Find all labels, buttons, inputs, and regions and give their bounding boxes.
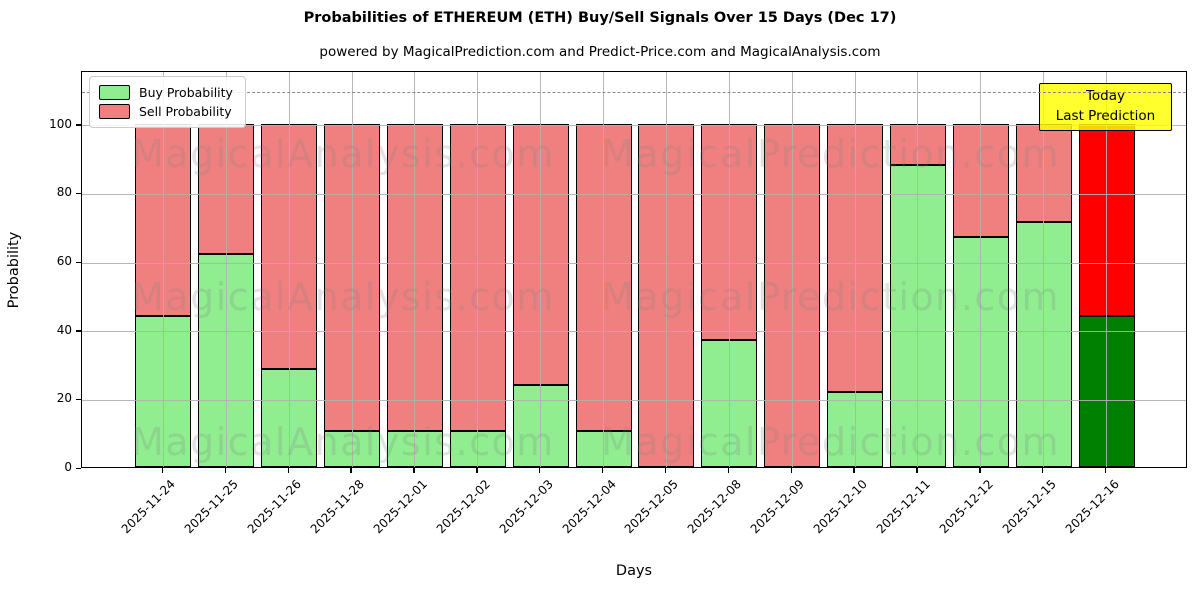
- watermark-text: MagicalAnalysis.com: [131, 132, 555, 176]
- y-tick-label: 0: [64, 460, 72, 474]
- vertical-gridline: [917, 72, 919, 467]
- y-tick: [76, 124, 81, 126]
- x-tick-label: 2025-11-25: [181, 477, 242, 537]
- vertical-gridline: [980, 72, 982, 467]
- chart-subtitle: powered by MagicalPrediction.com and Pre…: [319, 44, 881, 60]
- x-tick: [979, 468, 981, 473]
- horizontal-gridline: [82, 193, 1186, 195]
- x-tick-label: 2025-12-15: [999, 477, 1059, 537]
- x-tick-label: 2025-12-11: [873, 477, 933, 537]
- x-tick: [601, 468, 604, 473]
- y-tick-label: 20: [56, 391, 72, 406]
- x-tick-label: 2025-12-01: [370, 477, 430, 537]
- legend: Buy Probability Sell Probability: [89, 76, 246, 128]
- legend-item-sell: Sell Probability: [99, 102, 233, 121]
- today-annotation-line1: Today: [1085, 88, 1126, 104]
- y-tick-label: 60: [56, 254, 72, 269]
- vertical-gridline: [665, 72, 667, 467]
- x-axis-label: Days: [615, 563, 653, 579]
- sell-swatch-icon: [99, 104, 130, 119]
- y-tick: [76, 330, 81, 332]
- x-tick: [916, 468, 918, 473]
- watermark-text: MagicalAnalysis.com: [131, 420, 555, 464]
- y-tick-label: 100: [49, 116, 72, 131]
- y-tick: [76, 398, 81, 401]
- watermark-text: MagicalPrediction.com: [601, 132, 1060, 176]
- x-tick: [350, 468, 352, 473]
- plot-area: MagicalAnalysis.com MagicalPrediction.com…: [81, 71, 1187, 468]
- y-tick-label: 80: [56, 185, 72, 200]
- x-tick: [224, 468, 226, 473]
- y-tick: [76, 192, 81, 195]
- vertical-gridline: [288, 72, 290, 467]
- x-tick-label: 2025-12-02: [433, 477, 493, 537]
- x-tick-label: 2025-12-03: [496, 477, 556, 537]
- y-axis-label: Probability: [6, 231, 22, 309]
- vertical-gridline: [603, 72, 605, 467]
- today-annotation-line2: Last Prediction: [1055, 108, 1156, 125]
- x-tick: [539, 468, 541, 473]
- vertical-gridline: [728, 72, 730, 467]
- y-tick: [76, 261, 81, 263]
- threshold-dashed-line: [82, 91, 1186, 93]
- x-tick: [161, 468, 164, 473]
- x-tick-label: 2025-12-08: [684, 477, 745, 537]
- x-tick: [853, 468, 855, 473]
- x-tick-label: 2025-12-05: [622, 477, 682, 537]
- vertical-gridline: [351, 72, 353, 467]
- legend-label-buy: Buy Probability: [139, 85, 233, 100]
- horizontal-gridline: [82, 331, 1186, 333]
- x-tick: [1104, 468, 1107, 473]
- horizontal-gridline: [82, 399, 1186, 401]
- vertical-gridline: [477, 72, 479, 467]
- watermark-text: MagicalPrediction.com: [601, 420, 1060, 464]
- x-tick-label: 2025-12-10: [810, 477, 870, 537]
- vertical-gridline: [1043, 72, 1045, 467]
- x-tick: [727, 468, 729, 473]
- x-tick-label: 2025-12-09: [747, 477, 808, 537]
- vertical-gridline: [162, 72, 164, 467]
- x-tick-label: 2025-11-28: [307, 477, 367, 537]
- x-tick: [287, 468, 289, 473]
- vertical-gridline: [791, 72, 793, 467]
- x-tick-label: 2025-11-24: [119, 477, 179, 537]
- today-annotation: Today Last Prediction: [1039, 83, 1172, 131]
- x-tick: [413, 468, 415, 473]
- y-tick-label: 40: [56, 322, 72, 337]
- vertical-gridline: [540, 72, 542, 467]
- vertical-gridline: [414, 72, 416, 467]
- horizontal-gridline: [82, 125, 1186, 127]
- vertical-gridline: [1106, 72, 1108, 467]
- x-tick: [790, 468, 792, 473]
- vertical-gridline: [854, 72, 856, 467]
- x-tick: [664, 468, 667, 473]
- legend-label-sell: Sell Probability: [139, 104, 232, 119]
- watermark-text: MagicalAnalysis.com: [131, 275, 555, 319]
- x-tick: [476, 468, 478, 473]
- x-tick-label: 2025-12-12: [936, 477, 996, 537]
- x-tick-label: 2025-12-16: [1062, 477, 1122, 537]
- horizontal-gridline: [82, 262, 1186, 264]
- buy-swatch-icon: [99, 85, 130, 100]
- watermark-text: MagicalPrediction.com: [601, 275, 1060, 319]
- vertical-gridline: [225, 72, 227, 467]
- x-tick-label: 2025-11-26: [244, 477, 305, 537]
- legend-item-buy: Buy Probability: [99, 83, 233, 102]
- chart-title: Probabilities of ETHEREUM (ETH) Buy/Sell…: [303, 10, 897, 26]
- x-tick-label: 2025-12-04: [559, 477, 619, 537]
- x-tick: [1042, 468, 1044, 473]
- y-tick: [76, 467, 81, 469]
